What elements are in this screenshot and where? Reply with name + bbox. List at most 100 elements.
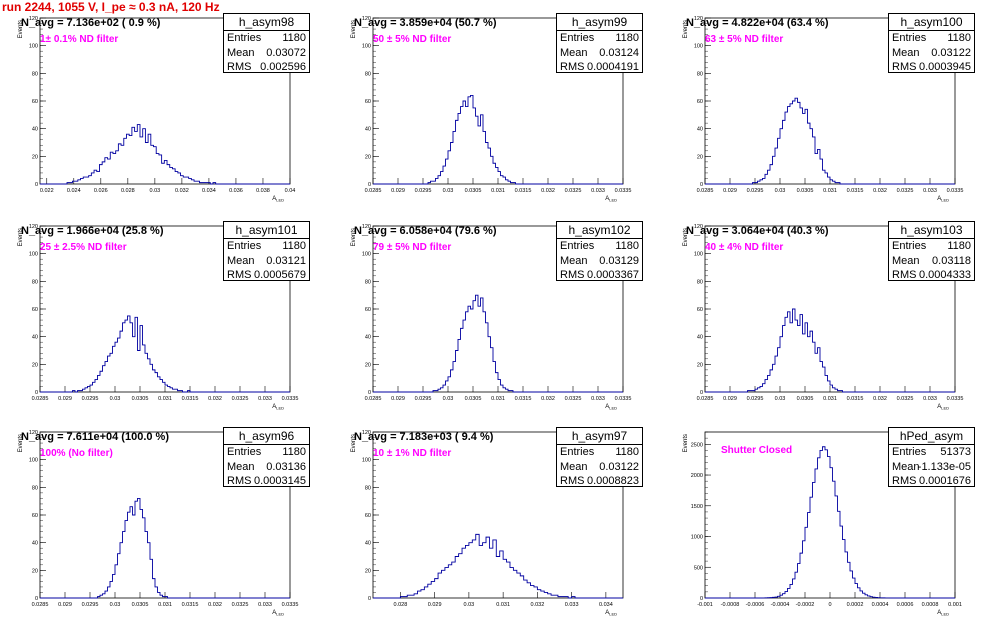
x-tick-label: 0.0335 <box>282 396 299 402</box>
y-tick-label: 0 <box>700 182 703 188</box>
x-tick-label: 0.0335 <box>282 602 299 608</box>
x-tick-label: 0.0295 <box>82 396 99 402</box>
stats-value: 0.0004191 <box>587 61 639 73</box>
x-tick-label: 0.029 <box>58 396 72 402</box>
x-tick-label: 0.0285 <box>32 602 49 608</box>
navg-label: N_avg = 7.611e+04 (100.0 %) <box>21 431 169 443</box>
navg-label: N_avg = 7.183e+03 ( 9.4 %) <box>354 431 494 443</box>
stats-box: h_asym101 Entries 1180 Mean 0.03121 RMS 0.0005… <box>223 221 310 281</box>
stats-value: 0.03129 <box>599 254 639 267</box>
histogram-plot: 0 20 40 60 80 100 120 0.022 0.024 0.026 0.028 0.03 0… <box>18 16 296 203</box>
stats-value: 0.0001676 <box>919 475 971 487</box>
y-tick-label: 0 <box>35 596 38 602</box>
stats-row-entries: Entries 1180 <box>557 31 642 46</box>
stats-key: Mean <box>227 46 255 59</box>
stats-box: h_asym98 Entries 1180 Mean 0.03072 RMS 0.00259… <box>223 13 310 73</box>
x-tick-label: 0.0325 <box>232 602 249 608</box>
y-tick-label: 20 <box>32 154 38 160</box>
y-tick-label: 60 <box>365 513 371 519</box>
x-tick-label: 0.03 <box>443 396 454 402</box>
navg-label: N_avg = 3.859e+04 (50.7 %) <box>354 17 497 29</box>
x-tick-label: 0.0285 <box>365 188 382 194</box>
x-tick-label: 0.028 <box>121 188 135 194</box>
histogram-plot: 0 20 40 60 80 100 120 0.0285 0.029 0.0295 0.03 0.03… <box>18 430 299 617</box>
x-tick-label: 0.03 <box>110 396 121 402</box>
x-tick-label: 0.031 <box>158 602 172 608</box>
x-tick-label: 0.0305 <box>797 396 814 402</box>
histogram-name: h_asym102 <box>557 222 642 239</box>
histogram-outline <box>40 315 290 393</box>
x-tick-label: 0.03 <box>775 396 786 402</box>
stats-key: Entries <box>227 240 262 252</box>
stats-key: RMS <box>892 475 917 487</box>
stats-key: Mean <box>560 460 588 473</box>
stats-row-rms: RMS 0.0008823 <box>557 474 642 489</box>
filter-label: 25 ± 2.5% ND filter <box>40 242 127 253</box>
x-tick-label: 0.0295 <box>415 188 432 194</box>
y-tick-label: 40 <box>32 335 38 341</box>
stats-row-entries: Entries 1180 <box>889 239 974 254</box>
histogram-outline <box>705 446 955 599</box>
stats-key: Entries <box>560 32 595 44</box>
x-tick-label: 0.0315 <box>847 188 864 194</box>
x-tick-label: 0.029 <box>391 396 405 402</box>
navg-label: N_avg = 1.966e+04 (25.8 %) <box>21 225 164 237</box>
histogram-outline <box>373 95 623 185</box>
y-axis-title: Events <box>351 434 357 452</box>
filter-label: 79 ± 5% ND filter <box>373 242 452 253</box>
x-tick-label: 0.032 <box>208 602 222 608</box>
stats-box: h_asym97 Entries 1180 Mean 0.03122 RMS 0.00088… <box>556 427 643 487</box>
stats-box: h_asym99 Entries 1180 Mean 0.03124 RMS 0.00041… <box>556 13 643 73</box>
y-axis-title: Events <box>351 20 357 38</box>
stats-box: h_asym96 Entries 1180 Mean 0.03136 RMS 0.00031… <box>223 427 310 487</box>
histogram-panel-h_asym99: 0 20 40 60 80 100 120 0.0285 0.029 0.0295 0.03 0.03… <box>333 12 645 208</box>
stats-value: 0.0003145 <box>254 475 306 487</box>
x-tick-label: 0.029 <box>723 396 737 402</box>
histogram-panel-h_asym98: 0 20 40 60 80 100 120 0.022 0.024 0.026 0.028 0.03 0… <box>0 12 312 208</box>
y-tick-label: 80 <box>365 71 371 77</box>
x-tick-label: 0.0335 <box>615 188 632 194</box>
stats-value: 0.03072 <box>266 46 306 59</box>
stats-row-mean: Mean -1.133e-05 <box>889 460 974 475</box>
stats-row-entries: Entries 1180 <box>224 31 309 46</box>
histogram-name: h_asym96 <box>224 428 309 445</box>
x-tick-label: 0.0305 <box>132 602 149 608</box>
histogram-name: h_asym98 <box>224 14 309 31</box>
x-tick-label: 0.0315 <box>847 396 864 402</box>
stats-row-rms: RMS 0.0004333 <box>889 268 974 283</box>
x-axis-title: ALED <box>272 610 284 617</box>
stats-row-mean: Mean 0.03122 <box>889 46 974 61</box>
y-tick-label: 1000 <box>691 535 703 541</box>
x-tick-label: 0.036 <box>229 188 243 194</box>
x-tick-label: 0.033 <box>565 602 579 608</box>
histogram-name: h_asym101 <box>224 222 309 239</box>
stats-row-entries: Entries 1180 <box>224 239 309 254</box>
stats-box: h_asym103 Entries 1180 Mean 0.03118 RMS 0.0004… <box>888 221 975 281</box>
stats-row-entries: Entries 1180 <box>557 445 642 460</box>
stats-key: Entries <box>892 32 927 44</box>
x-tick-label: 0.03 <box>464 602 475 608</box>
stats-key: RMS <box>892 269 917 281</box>
stats-key: Mean <box>892 254 920 267</box>
x-tick-label: 0.0285 <box>32 396 49 402</box>
x-tick-label: 0.031 <box>491 188 505 194</box>
y-tick-label: 0 <box>35 390 38 396</box>
stats-value: 0.0003945 <box>919 61 971 73</box>
y-tick-label: 20 <box>365 362 371 368</box>
x-tick-label: 0.033 <box>591 188 605 194</box>
histogram-panel-h_asym97: 0 20 40 60 80 100 120 0.028 0.029 0.03 0.031 0.032 0… <box>333 426 645 622</box>
histogram-panel-h_asym100: 0 20 40 60 80 100 120 0.0285 0.029 0.0295 0.03 0.03… <box>665 12 977 208</box>
stats-box: hPed_asym Entries 51373 Mean -1.133e-05 RMS 0.… <box>888 427 975 487</box>
y-tick-label: 100 <box>29 252 38 258</box>
y-tick-label: 80 <box>697 71 703 77</box>
y-tick-label: 80 <box>32 71 38 77</box>
x-axis-title: ALED <box>605 404 617 411</box>
x-tick-label: -0.0008 <box>721 602 740 608</box>
stats-key: Mean <box>892 46 920 59</box>
stats-key: RMS <box>227 475 252 487</box>
histogram-plot: 0 20 40 60 80 100 120 0.028 0.029 0.03 0.031 0.032 0… <box>351 430 624 617</box>
y-tick-label: 60 <box>697 307 703 313</box>
histogram-name: h_asym97 <box>557 428 642 445</box>
x-tick-label: 0.04 <box>285 188 296 194</box>
x-axis-title: ALED <box>605 196 617 203</box>
